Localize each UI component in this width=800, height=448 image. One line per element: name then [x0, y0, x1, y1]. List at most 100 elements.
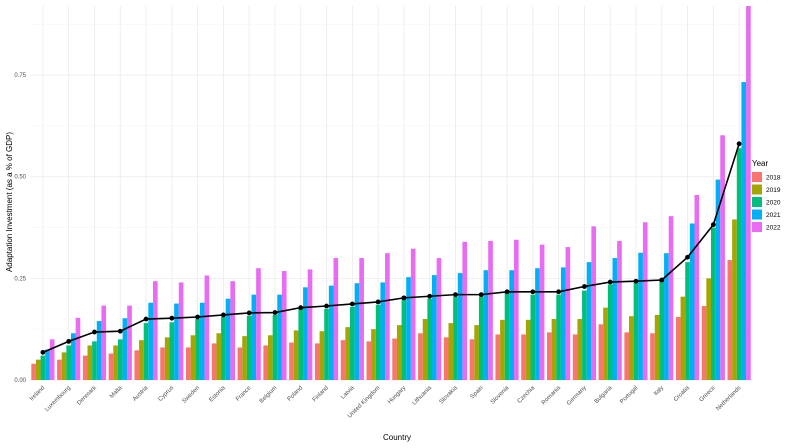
bar-2019-hungary [396, 325, 402, 380]
bar-2020-italy [659, 280, 665, 380]
mean-point-poland [298, 305, 304, 311]
bar-2022-spain [488, 240, 493, 380]
y-tick-label: 0.50 [14, 175, 26, 181]
legend-label-2021: 2021 [766, 212, 781, 219]
x-tick-label: Bulgaria [594, 385, 614, 405]
y-tick-label: 0.75 [14, 73, 26, 79]
bar-2022-malta [127, 305, 132, 380]
bar-2021-spain [483, 270, 489, 380]
mean-point-finland [324, 303, 329, 309]
x-tick-label: Cyprus [158, 385, 176, 403]
bar-2018-slovenia [495, 334, 501, 380]
mean-point-belgium [272, 310, 278, 315]
bar-2018-finland [314, 343, 320, 380]
bar-2022-estonia [230, 281, 235, 380]
mean-point-france [246, 310, 252, 316]
bar-2018-bulgaria [598, 324, 604, 380]
bar-2022-croatia [694, 195, 700, 380]
mean-point-spain [478, 292, 484, 298]
bar-2021-estonia [225, 298, 231, 380]
bar-2018-cyprus [160, 347, 165, 380]
bar-2022-france [256, 268, 261, 380]
mean-point-denmark [92, 329, 97, 335]
bar-2018-slovakia [443, 337, 449, 380]
bar-2020-spain [478, 296, 484, 380]
bar-2019-sweden [190, 335, 196, 380]
bar-2019-portugal [629, 316, 634, 380]
x-tick-label: Austria [132, 385, 150, 403]
bar-2018-portugal [624, 332, 630, 380]
bar-2020-portugal [633, 282, 639, 380]
legend-key-2018 [752, 172, 762, 182]
x-tick-label: Sweden [181, 385, 201, 405]
bar-2018-croatia [675, 316, 681, 380]
bar-2022-romania [565, 247, 571, 380]
bar-2021-slovenia [509, 270, 514, 380]
bar-2019-belgium [268, 335, 273, 380]
bar-2020-france [246, 315, 252, 380]
bar-2020-luxembourg [66, 345, 71, 380]
bar-2019-cyprus [164, 337, 170, 380]
x-tick-label: Ireland [29, 385, 46, 402]
mean-point-cyprus [169, 315, 175, 321]
x-tick-label: Estonia [208, 385, 227, 404]
bars-layer [31, 6, 751, 380]
bar-2021-malta [122, 318, 128, 380]
bar-2021-lithuania [431, 275, 437, 380]
x-tick-label: Finland [312, 385, 330, 403]
bar-2022-germany [591, 226, 596, 380]
x-tick-label: Lithuania [412, 385, 434, 407]
mean-point-slovenia [504, 289, 510, 295]
bar-2022-poland [307, 269, 313, 380]
legend-title: Year [752, 159, 769, 168]
bar-2019-romania [551, 319, 557, 380]
bar-2021-slovakia [457, 273, 463, 380]
mean-point-luxembourg [66, 338, 72, 344]
bar-2020-estonia [221, 316, 226, 380]
bar-2018-sweden [186, 347, 191, 380]
mean-line [42, 143, 740, 354]
bar-2020-bulgaria [607, 284, 613, 380]
mean-point-romania [556, 289, 562, 295]
bar-2019-czechia [525, 319, 531, 380]
x-tick-label: Malta [109, 385, 124, 400]
mean-point-united-kingdom [375, 299, 381, 305]
bar-2019-latvia [345, 327, 351, 380]
bar-2020-sweden [195, 319, 200, 380]
bar-2021-austria [148, 302, 153, 380]
bar-2019-malta [113, 345, 118, 380]
y-axis-title: Adaptation Investment (as a % of GDP) [5, 132, 14, 272]
bar-2018-germany [572, 334, 578, 380]
bar-2021-luxembourg [70, 333, 76, 380]
bar-2021-germany [586, 262, 592, 380]
bar-2021-croatia [689, 223, 695, 380]
bar-2021-sweden [199, 302, 205, 380]
bar-2018-latvia [340, 340, 346, 380]
bar-2019-spain [474, 325, 479, 380]
bar-2022-slovakia [462, 241, 468, 380]
x-tick-label: Hungary [387, 385, 407, 405]
bar-2022-finland [333, 258, 339, 380]
x-tick-label: Slovenia [490, 385, 511, 406]
bar-2022-latvia [359, 258, 364, 380]
bar-2019-croatia [680, 296, 686, 380]
bar-2019-netherlands [732, 219, 737, 380]
mean-point-hungary [401, 295, 407, 301]
bar-2018-belgium [263, 345, 269, 380]
mean-point-sweden [195, 314, 201, 320]
bar-2021-netherlands [741, 82, 747, 380]
bar-2022-austria [152, 281, 158, 380]
bar-2018-malta [108, 353, 114, 380]
bar-2022-portugal [642, 222, 648, 380]
bar-2018-france [237, 347, 243, 380]
bar-2021-united-kingdom [380, 282, 386, 380]
x-tick-label: Poland [287, 385, 304, 402]
bar-2020-latvia [350, 306, 355, 380]
y-tick-label: 0.00 [14, 378, 26, 384]
mean-point-estonia [220, 312, 226, 318]
bar-2019-bulgaria [603, 307, 608, 380]
bar-2022-cyprus [178, 282, 184, 380]
bar-2022-sweden [204, 275, 210, 380]
mean-point-ireland [40, 349, 46, 355]
